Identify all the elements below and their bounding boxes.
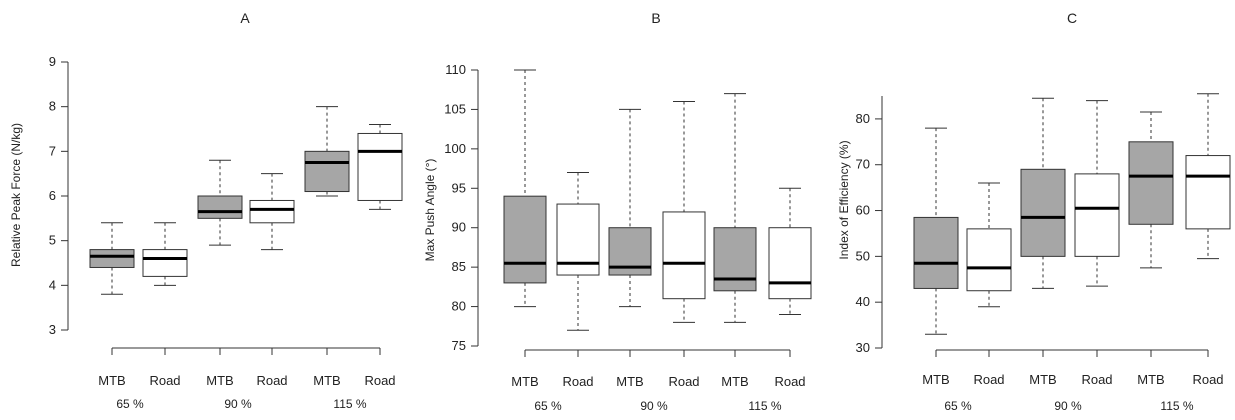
panel-b-y-tick-label: 85 xyxy=(452,259,466,274)
iqr-box xyxy=(913,216,959,289)
panel-a-x-tick-label: MTB xyxy=(98,373,125,388)
panel-c-box-road xyxy=(1074,100,1120,287)
panel-b-box-road xyxy=(662,101,706,323)
panel-b-box-mtb xyxy=(608,108,652,308)
panel-a: A Relative Peak Force (N/kg) 3 4 5 6 7 8 9 MTB R… xyxy=(9,10,403,411)
panel-a-x-tick-label: Road xyxy=(256,373,287,388)
panel-c-x-tick-label: MTB xyxy=(1137,372,1164,387)
panel-c-x-tick-label: MTB xyxy=(1029,372,1056,387)
panel-a-box-mtb xyxy=(197,159,243,246)
panel-b-group-labels: 65 % 90 % 115 % xyxy=(534,399,782,413)
panel-a-y-tick-label: 5 xyxy=(49,233,56,248)
panel-b-title: B xyxy=(651,10,660,26)
panel-b-group-label: 65 % xyxy=(534,399,562,413)
panel-a-group-label: 115 % xyxy=(333,397,366,411)
panel-b-box-road xyxy=(768,187,812,315)
panel-c-box-mtb xyxy=(913,127,959,335)
panel-a-box-road xyxy=(357,124,403,210)
iqr-box xyxy=(768,227,812,300)
iqr-box xyxy=(1128,141,1174,225)
panel-a-y-tick-label: 4 xyxy=(49,277,56,292)
panel-b-x-tick-label: Road xyxy=(562,374,593,389)
panel-c-y-tick-label: 70 xyxy=(856,157,870,172)
panel-c-box-mtb xyxy=(1020,97,1066,289)
panel-c-box-road xyxy=(966,182,1012,308)
iqr-box xyxy=(1020,168,1066,257)
panel-a-y-tick-label: 3 xyxy=(49,322,56,337)
panel-a-y-tick-label: 9 xyxy=(49,54,56,69)
panel-c: C Index of Efficiency (%) 30 40 50 60 70 80 MT… xyxy=(837,10,1231,413)
panel-b-y-tick-label: 100 xyxy=(444,141,466,156)
iqr-box xyxy=(503,195,547,284)
panel-a-box-road xyxy=(142,222,188,286)
panel-c-y-tick-label: 40 xyxy=(856,294,870,309)
panel-b-ylabel: Max Push Angle (°) xyxy=(423,159,437,262)
iqr-box xyxy=(304,150,350,193)
panel-a-y-tick-label: 7 xyxy=(49,143,56,158)
panel-c-title: C xyxy=(1067,10,1077,26)
iqr-box xyxy=(249,199,295,224)
panel-a-x-tick-label: Road xyxy=(149,373,180,388)
panel-a-x-tick-label: MTB xyxy=(206,373,233,388)
panel-c-group-label: 115 % xyxy=(1160,399,1193,413)
iqr-box xyxy=(713,227,757,292)
panel-c-group-label: 90 % xyxy=(1054,399,1082,413)
panel-b-x-tick-label: Road xyxy=(774,374,805,389)
panel-b-x-tick-label: MTB xyxy=(616,374,643,389)
panel-a-group-labels: 65 % 90 % 115 % xyxy=(116,397,367,411)
panel-c-y-tick-label: 80 xyxy=(856,111,870,126)
panel-b-group-label: 90 % xyxy=(640,399,668,413)
panel-b-x-tick-label: Road xyxy=(668,374,699,389)
panel-b-box-road xyxy=(556,172,600,331)
panel-b-x-tick-label: MTB xyxy=(511,374,538,389)
iqr-box xyxy=(1185,155,1231,230)
panel-c-box-mtb xyxy=(1128,111,1174,269)
panel-b-y-tick-label: 95 xyxy=(452,180,466,195)
panel-c-y-tick-label: 30 xyxy=(856,340,870,355)
panel-c-plot: 30 40 50 60 70 80 MTB Road MTB Road MTB Road xyxy=(856,93,1231,387)
iqr-box xyxy=(89,249,135,268)
iqr-box xyxy=(966,228,1012,292)
panel-c-box-road xyxy=(1185,93,1231,260)
panel-b: B Max Push Angle (°) 75 80 85 90 95 100 105 110… xyxy=(423,10,812,413)
panel-c-group-labels: 65 % 90 % 115 % xyxy=(944,399,1194,413)
panel-a-group-label: 90 % xyxy=(224,397,252,411)
iqr-box xyxy=(357,132,403,201)
panel-a-box-road xyxy=(249,173,295,251)
panel-c-y-tick-label: 50 xyxy=(856,248,870,263)
panel-b-box-mtb xyxy=(713,93,757,323)
panel-b-y-tick-label: 90 xyxy=(452,220,466,235)
iqr-box xyxy=(142,249,188,277)
panel-a-x-tick-label: MTB xyxy=(313,373,340,388)
panel-a-ylabel: Relative Peak Force (N/kg) xyxy=(9,123,23,267)
panel-b-plot: 75 80 85 90 95 100 105 110 MTB Road MTB Road MTB Road xyxy=(444,62,812,389)
panel-a-y-tick-label: 6 xyxy=(49,188,56,203)
panel-c-x-tick-label: Road xyxy=(1081,372,1112,387)
panel-a-box-mtb xyxy=(304,106,350,197)
iqr-box xyxy=(662,211,706,300)
panel-c-group-label: 65 % xyxy=(944,399,972,413)
panel-b-x-tick-label: MTB xyxy=(721,374,748,389)
panel-b-y-tick-label: 110 xyxy=(445,62,466,77)
panel-c-x-tick-label: MTB xyxy=(922,372,949,387)
panel-b-y-tick-label: 75 xyxy=(452,338,466,353)
panel-c-y-tick-label: 60 xyxy=(856,203,870,218)
panel-a-plot: 3 4 5 6 7 8 9 MTB Road MTB Road MTB Road xyxy=(49,54,403,388)
panel-a-group-label: 65 % xyxy=(116,397,144,411)
panel-b-group-label: 115 % xyxy=(748,399,781,413)
iqr-box xyxy=(1074,173,1120,257)
panel-b-box-mtb xyxy=(503,69,547,308)
iqr-box xyxy=(197,195,243,219)
panel-b-y-tick-label: 80 xyxy=(452,299,466,314)
panel-c-ylabel: Index of Efficiency (%) xyxy=(837,140,851,259)
panel-c-x-tick-label: Road xyxy=(1192,372,1223,387)
panel-a-y-tick-label: 8 xyxy=(49,99,56,114)
panel-a-title: A xyxy=(240,10,250,26)
panel-a-box-mtb xyxy=(89,222,135,295)
panel-b-y-tick-label: 105 xyxy=(444,101,466,116)
panel-c-x-tick-label: Road xyxy=(973,372,1004,387)
panel-a-x-tick-label: Road xyxy=(364,373,395,388)
